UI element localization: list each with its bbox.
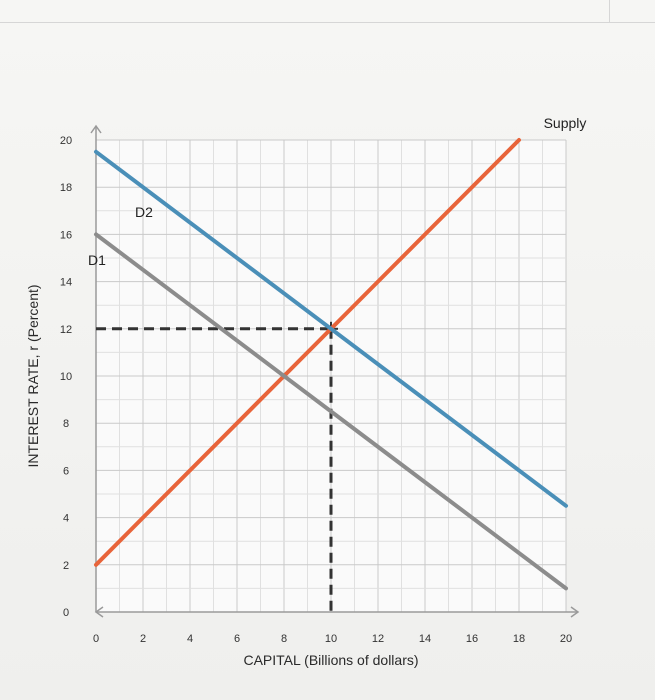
y-axis-arrow: [90, 124, 102, 134]
x-tick-label: 8: [281, 633, 287, 645]
series-line-d2: [94, 149, 568, 508]
series-label-d1: D1: [88, 252, 106, 268]
corner-divider: [609, 0, 610, 23]
y-tick-label: 10: [60, 371, 72, 383]
x-tick-label: 16: [466, 633, 478, 645]
x-axis-arrow: [570, 606, 580, 618]
series-labels: Supply D1 D2: [88, 115, 586, 268]
y-tick-label: 2: [63, 560, 69, 572]
y-tick-label: 12: [60, 324, 72, 336]
x-tick-label: 6: [234, 633, 240, 645]
x-axis-title: CAPITAL (Billions of dollars): [243, 652, 418, 668]
x-tick-label: 4: [187, 633, 193, 645]
y-tick-label: 4: [63, 513, 69, 525]
series-label-supply: Supply: [544, 115, 587, 131]
y-tick-label: 0: [63, 607, 69, 619]
tick-labels: 0 2 4 6 8 10 12 14 16 18 20 0 2 4 6 8 10 12 14 16 18 20: [60, 135, 572, 645]
x-tick-label: 0: [93, 633, 99, 645]
series-line-d1: [94, 232, 568, 591]
y-tick-label: 14: [60, 277, 72, 289]
x-tick-label: 12: [372, 633, 384, 645]
x-tick-label: 10: [325, 633, 337, 645]
x-tick-label: 2: [140, 633, 146, 645]
x-axis-left-arrow: [94, 606, 104, 618]
series-line-supply: [94, 138, 521, 567]
x-tick-label: 20: [560, 633, 572, 645]
y-tick-label: 6: [63, 465, 69, 477]
y-axis-title: INTEREST RATE, r (Percent): [25, 284, 41, 467]
series-lines: [94, 138, 568, 591]
axes: [90, 124, 580, 618]
y-tick-label: 20: [60, 135, 72, 147]
top-divider: [0, 22, 655, 23]
x-tick-label: 18: [513, 633, 525, 645]
x-tick-label: 14: [419, 633, 431, 645]
series-label-d2: D2: [135, 204, 153, 220]
y-tick-label: 18: [60, 182, 72, 194]
y-tick-label: 8: [63, 418, 69, 430]
y-tick-label: 16: [60, 229, 72, 241]
